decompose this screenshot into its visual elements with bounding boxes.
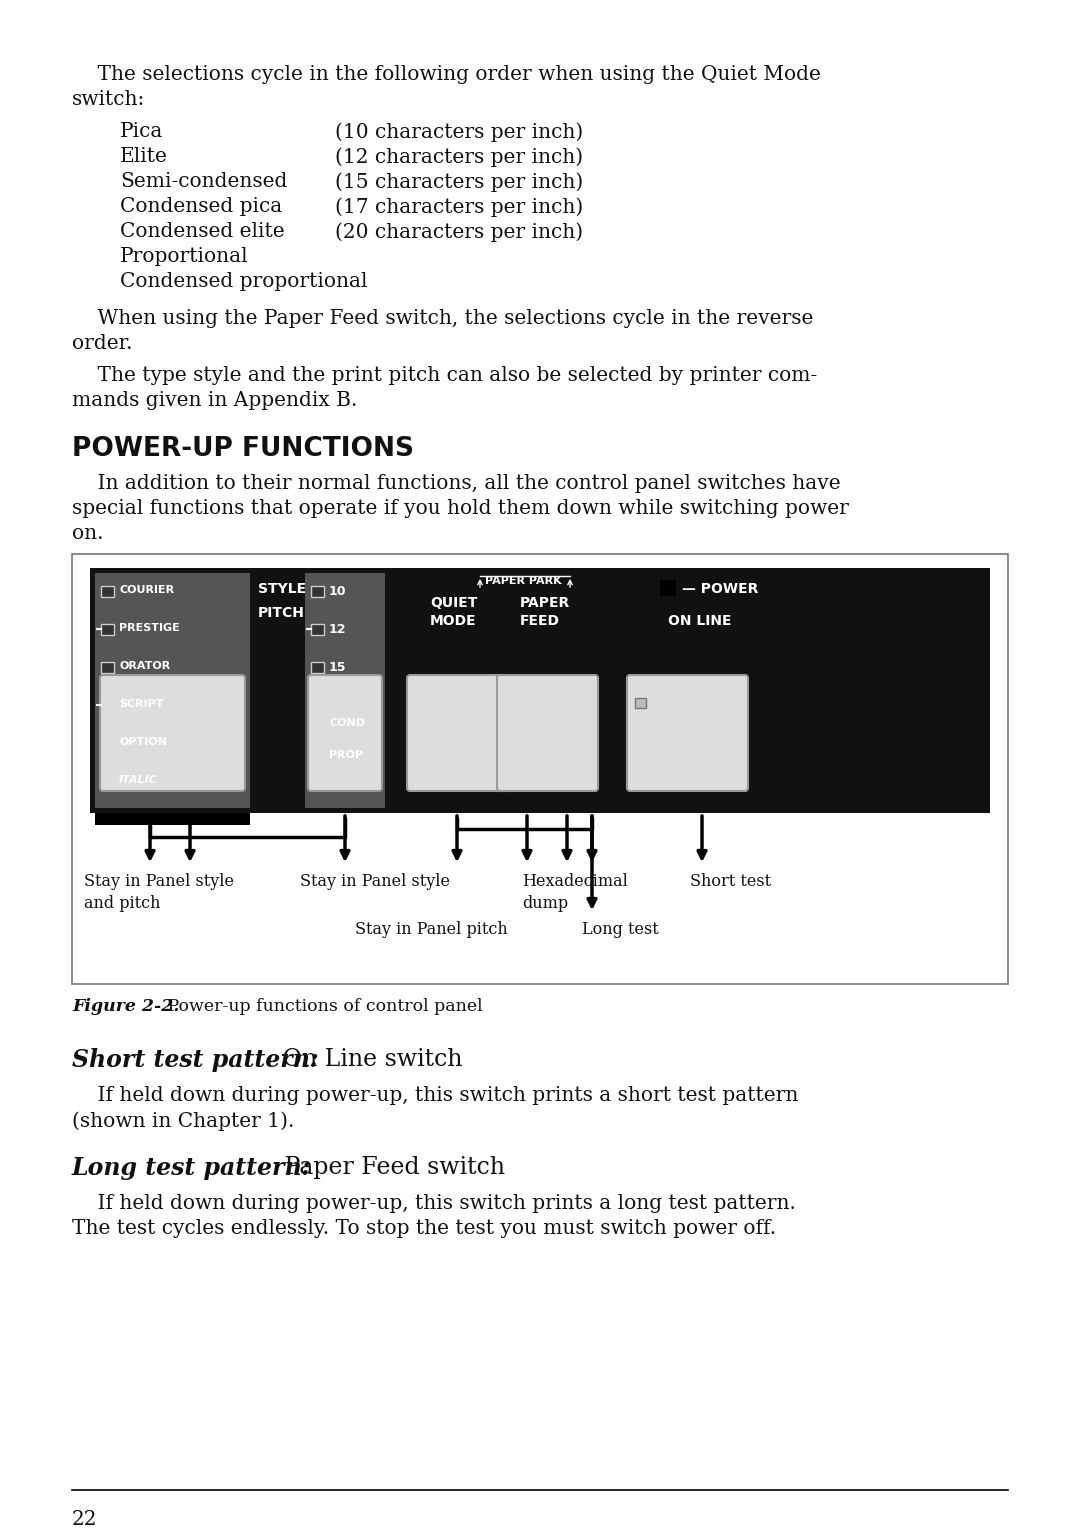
Text: Short test pattern:: Short test pattern: — [72, 1047, 319, 1072]
FancyBboxPatch shape — [497, 674, 598, 790]
Text: Stay in Panel pitch: Stay in Panel pitch — [355, 920, 508, 937]
Text: on.: on. — [72, 524, 104, 543]
Text: Long test: Long test — [582, 920, 659, 937]
Text: If held down during power-up, this switch prints a long test pattern.: If held down during power-up, this switc… — [72, 1194, 796, 1212]
Text: — POWER: — POWER — [681, 583, 758, 596]
Text: Short test: Short test — [690, 873, 771, 890]
Text: MODE: MODE — [430, 615, 476, 628]
Bar — [102, 662, 114, 673]
Bar — [102, 624, 114, 635]
Text: 12: 12 — [329, 622, 347, 636]
Text: switch:: switch: — [72, 90, 146, 109]
Text: Pica: Pica — [120, 122, 163, 141]
Text: (15 characters per inch): (15 characters per inch) — [335, 171, 583, 191]
Bar — [311, 719, 324, 729]
Text: ORATOR: ORATOR — [119, 661, 171, 671]
Bar — [102, 586, 114, 596]
FancyBboxPatch shape — [308, 674, 382, 790]
Bar — [102, 739, 114, 749]
Text: Condensed elite: Condensed elite — [120, 222, 285, 242]
Bar — [660, 579, 676, 596]
FancyBboxPatch shape — [627, 674, 748, 790]
Text: In addition to their normal functions, all the control panel switches have: In addition to their normal functions, a… — [72, 474, 840, 492]
Text: ITALIC: ITALIC — [119, 775, 158, 784]
Text: PITCH: PITCH — [258, 605, 305, 619]
FancyBboxPatch shape — [100, 674, 245, 790]
Text: Proportional: Proportional — [120, 248, 248, 266]
Text: (17 characters per inch): (17 characters per inch) — [335, 197, 583, 217]
Bar — [305, 573, 384, 807]
Text: Stay in Panel style: Stay in Panel style — [84, 873, 234, 890]
Text: dump: dump — [522, 894, 568, 911]
Text: PROP: PROP — [329, 751, 363, 760]
Text: Long test pattern:: Long test pattern: — [72, 1156, 311, 1180]
Text: PRESTIGE: PRESTIGE — [119, 622, 179, 633]
Text: (10 characters per inch): (10 characters per inch) — [335, 122, 583, 142]
Bar — [95, 573, 249, 807]
Bar — [95, 813, 249, 826]
Text: The type style and the print pitch can also be selected by printer com-: The type style and the print pitch can a… — [72, 365, 818, 385]
Text: special functions that operate if you hold them down while switching power: special functions that operate if you ho… — [72, 498, 849, 518]
Bar — [72, 553, 1008, 985]
Text: FEED: FEED — [519, 615, 561, 628]
Text: On Line switch: On Line switch — [275, 1047, 462, 1070]
Text: PAPER: PAPER — [519, 596, 570, 610]
Text: Elite: Elite — [120, 147, 167, 167]
Text: 22: 22 — [72, 1511, 97, 1529]
Text: OPTION: OPTION — [119, 737, 167, 748]
Text: 15: 15 — [329, 661, 347, 674]
Text: (20 characters per inch): (20 characters per inch) — [335, 222, 583, 242]
Text: Condensed proportional: Condensed proportional — [120, 272, 367, 291]
Text: Figure 2-2.: Figure 2-2. — [72, 998, 179, 1015]
Text: PAPER PARK: PAPER PARK — [485, 576, 562, 586]
Text: If held down during power-up, this switch prints a short test pattern: If held down during power-up, this switc… — [72, 1086, 798, 1105]
Text: POWER-UP FUNCTIONS: POWER-UP FUNCTIONS — [72, 436, 414, 462]
Text: Semi-condensed: Semi-condensed — [120, 171, 287, 191]
Bar — [311, 586, 324, 596]
Text: COURIER: COURIER — [119, 586, 174, 595]
Text: The test cycles endlessly. To stop the test you must switch power off.: The test cycles endlessly. To stop the t… — [72, 1219, 777, 1238]
Text: order.: order. — [72, 333, 133, 353]
Bar — [90, 567, 990, 813]
Text: (12 characters per inch): (12 characters per inch) — [335, 147, 583, 167]
Bar — [311, 662, 324, 673]
Text: STYLE: STYLE — [258, 583, 306, 596]
Text: ON LINE: ON LINE — [669, 615, 731, 628]
Text: 10: 10 — [329, 586, 347, 598]
Text: The selections cycle in the following order when using the Quiet Mode: The selections cycle in the following or… — [72, 66, 821, 84]
Text: QUIET: QUIET — [430, 596, 477, 610]
Text: Hexadecimal: Hexadecimal — [522, 873, 627, 890]
Text: Stay in Panel style: Stay in Panel style — [300, 873, 450, 890]
Text: SCRIPT: SCRIPT — [119, 699, 163, 709]
Text: Power-up functions of control panel: Power-up functions of control panel — [162, 998, 483, 1015]
Text: COND: COND — [329, 719, 365, 728]
FancyBboxPatch shape — [407, 674, 508, 790]
Text: Paper Feed switch: Paper Feed switch — [276, 1156, 505, 1179]
Bar — [311, 624, 324, 635]
Text: When using the Paper Feed switch, the selections cycle in the reverse: When using the Paper Feed switch, the se… — [72, 309, 813, 329]
Bar — [102, 777, 114, 787]
Text: and pitch: and pitch — [84, 894, 161, 911]
Text: Condensed pica: Condensed pica — [120, 197, 282, 216]
Bar — [635, 699, 646, 708]
Text: (shown in Chapter 1).: (shown in Chapter 1). — [72, 1112, 295, 1130]
Bar — [311, 751, 324, 761]
Bar — [102, 700, 114, 711]
Text: mands given in Appendix B.: mands given in Appendix B. — [72, 391, 357, 410]
